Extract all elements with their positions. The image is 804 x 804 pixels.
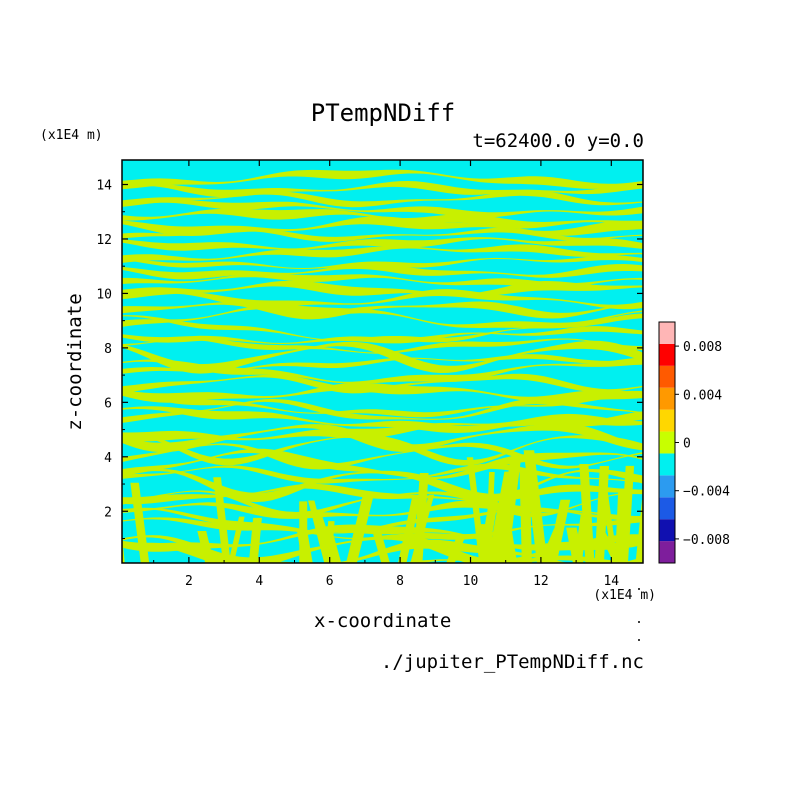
y-axis: 2 4 6 8 10 12 14 (96, 179, 643, 539)
contour-plume (197, 530, 215, 563)
colorbar-tick-label: 0.004 (683, 388, 722, 403)
contour-band (122, 301, 643, 320)
contour-band (122, 244, 643, 263)
y-tick-label: 8 (104, 342, 112, 357)
contour-plume (325, 521, 335, 563)
colorbar-tick-label: 0 (683, 437, 691, 452)
y-axis-unit: (x1E4 m) (40, 128, 103, 143)
contour-band (122, 337, 643, 354)
contour-plume (566, 527, 584, 563)
contour-band (122, 189, 643, 208)
colorbar: 0.008 0.004 0 −0.004 −0.008 (658, 321, 730, 564)
contour-plume (446, 536, 466, 563)
colorbar-swatch (659, 387, 675, 410)
contour-band (122, 313, 643, 343)
contour-plume (228, 516, 245, 563)
colorbar-swatch (659, 365, 675, 388)
contour-band (122, 382, 643, 403)
y-tick-label: 10 (96, 287, 112, 302)
contour-band (122, 237, 643, 251)
colorbar-tick-label: −0.008 (683, 533, 730, 548)
corner-dot (638, 639, 640, 641)
plot-frame (121, 159, 644, 564)
contour-band (122, 340, 643, 374)
colorbar-swatch (659, 475, 675, 498)
x-tick-label: 8 (396, 574, 404, 589)
contour-band (122, 357, 643, 384)
x-tick-label: 4 (255, 574, 263, 589)
contour-band (122, 413, 643, 442)
colorbar-swatch (659, 322, 675, 344)
contour-plume (635, 499, 643, 563)
contour-plume (498, 456, 519, 563)
colorbar-tick-label: 0.008 (683, 340, 722, 355)
contour-band (122, 227, 643, 242)
contour-plume (476, 524, 501, 563)
contour-band (122, 304, 643, 329)
y-tick-label: 14 (96, 179, 112, 194)
contour-band (122, 263, 643, 280)
contour-plume (213, 477, 231, 563)
y-tick-label: 4 (104, 451, 112, 466)
colorbar-swatch (659, 497, 675, 520)
x-tick-label: 10 (463, 574, 479, 589)
y-tick-label: 2 (104, 505, 112, 520)
contour-plume (614, 488, 628, 563)
colorbar-swatch (659, 541, 675, 563)
x-axis-label: x-coordinate (314, 610, 452, 632)
contour-band (122, 507, 643, 534)
contour-plume (413, 473, 429, 563)
colorbar-swatch (659, 453, 675, 476)
colorbar-swatch (659, 519, 675, 542)
chart-subtitle: t=62400.0 y=0.0 (472, 130, 644, 152)
contour-plume (130, 482, 150, 563)
contour-band (122, 373, 643, 394)
x-tick-label: 2 (185, 574, 193, 589)
contour-band (122, 423, 643, 453)
colorbar-swatch (659, 409, 675, 432)
contour-band (122, 273, 643, 288)
chart-title: PTempNDiff (310, 99, 456, 127)
contour-plume (519, 469, 532, 563)
y-tick-label: 12 (96, 233, 112, 248)
contour-band (122, 390, 643, 418)
y-tick-label: 6 (104, 396, 112, 411)
x-tick-label: 12 (533, 574, 549, 589)
contour-band (122, 406, 643, 433)
contour-plume (308, 500, 331, 563)
contour-field (122, 160, 643, 563)
contour-band (122, 354, 643, 374)
x-tick-label: 6 (326, 574, 334, 589)
contour-band (122, 433, 643, 466)
contour-plume (599, 532, 621, 563)
x-axis-unit: (x1E4 m) (593, 588, 656, 603)
corner-dot (638, 621, 640, 623)
colorbar-tick-label: −0.004 (683, 485, 730, 500)
contour-plume (599, 475, 618, 563)
contour-plume (466, 457, 486, 563)
contour-plume (546, 499, 571, 563)
colorbar-swatch (659, 431, 675, 454)
corner-dots (638, 588, 640, 641)
contour-band (122, 255, 643, 269)
contour-plume (346, 494, 374, 563)
contour-plume (371, 527, 390, 563)
contour-plume (579, 464, 595, 563)
colorbar-swatch (659, 343, 675, 366)
contour-band (122, 280, 643, 300)
contour-band (122, 169, 643, 190)
contour-plume (248, 517, 262, 563)
contour-plume (296, 530, 313, 563)
contour-band (122, 199, 643, 218)
contour-band (122, 326, 643, 344)
contour-band (122, 398, 643, 423)
contour-band (122, 181, 643, 198)
contour-plume (398, 498, 421, 563)
source-file-label: ./jupiter_PTempNDiff.nc (380, 651, 644, 673)
corner-dot (638, 588, 640, 590)
contour-band (122, 208, 643, 229)
x-tick-label: 14 (603, 574, 619, 589)
x-axis: 2 4 6 8 10 12 14 (153, 160, 619, 589)
